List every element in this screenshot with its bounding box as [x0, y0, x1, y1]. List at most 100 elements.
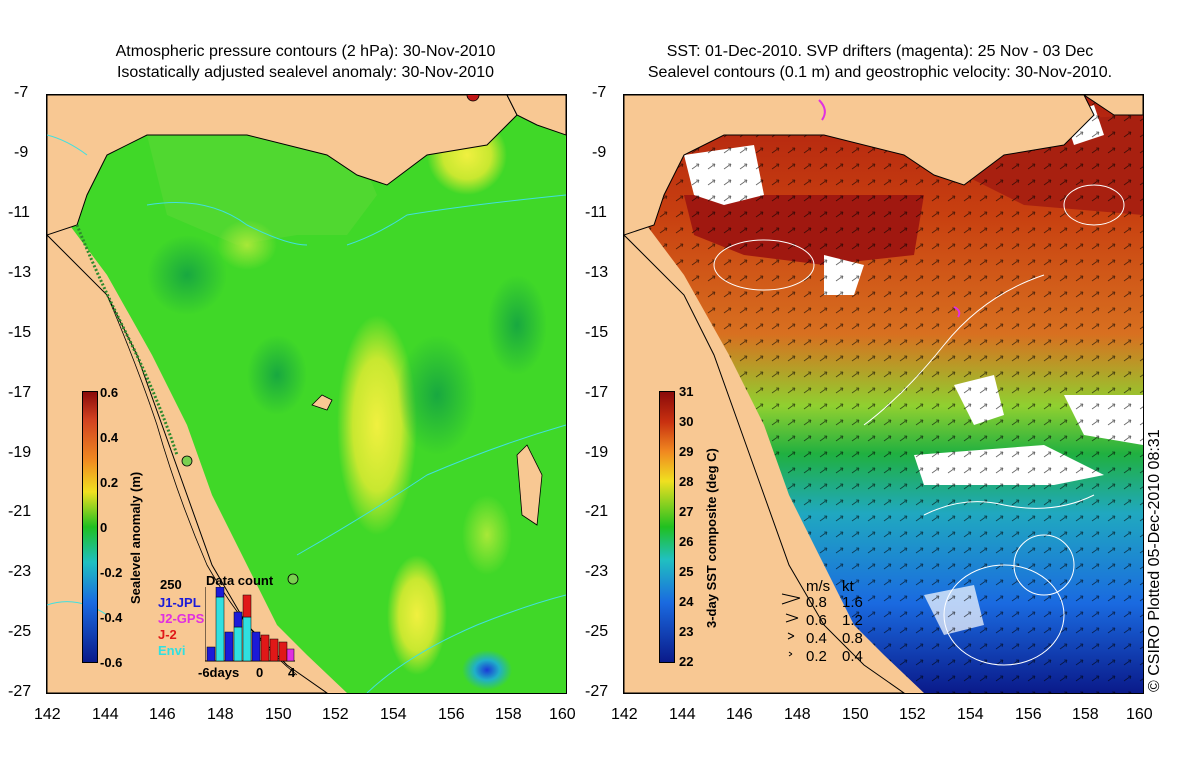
lat-tick: -7 [592, 84, 607, 101]
lon-tick: 156 [1015, 706, 1042, 723]
sst-tick: 26 [679, 534, 694, 549]
lat-tick: -7 [14, 84, 29, 101]
sst-map [623, 94, 1144, 694]
lon-tick: 150 [842, 706, 869, 723]
lat-tick: -13 [8, 264, 32, 281]
lat-tick: -17 [8, 384, 32, 401]
lon-tick: 150 [265, 706, 292, 723]
mission-envi: Envi [158, 643, 186, 658]
lat-tick: -11 [8, 204, 30, 221]
sla-colorbar [82, 391, 98, 663]
data-count-inset: 250 Data count J1-JPL J2-GPS J-2 Envi -6… [150, 573, 300, 685]
sst-colorbar [659, 391, 675, 663]
velocity-ms-value: 0.6 [806, 612, 827, 629]
right-title-line1: SST: 01-Dec-2010. SVP drifters (magenta)… [666, 43, 1094, 60]
right-title-line2: Sealevel contours (0.1 m) and geostrophi… [647, 64, 1113, 81]
sealevel-anomaly-map [46, 94, 567, 694]
lon-tick: 154 [380, 706, 407, 723]
lat-tick: -19 [8, 444, 32, 461]
lat-tick: -15 [585, 324, 609, 341]
data-count-title: Data count [206, 573, 274, 588]
sla-tick: 0 [100, 520, 108, 535]
lat-tick: -17 [585, 384, 609, 401]
lat-tick: -21 [585, 503, 609, 520]
mission-j-2: J-2 [158, 627, 177, 642]
velocity-kt-value: 0.4 [842, 648, 863, 665]
lon-tick: 142 [611, 706, 638, 723]
lat-tick: -25 [585, 623, 609, 640]
lat-tick: -9 [14, 144, 29, 161]
lon-tick: 152 [322, 706, 349, 723]
lat-tick: -27 [8, 683, 32, 700]
sla-tick: -0.4 [100, 610, 123, 625]
csiro-credit: © CSIRO Plotted 05-Dec-2010 08:31 [1146, 429, 1163, 692]
velocity-header-kt: kt [842, 578, 854, 595]
velocity-kt-value: 1.6 [842, 594, 863, 611]
lat-tick: -27 [585, 683, 609, 700]
lon-tick: 148 [784, 706, 811, 723]
sst-colorbar-label: 3-day SST composite (deg C) [704, 448, 719, 628]
velocity-arrows [781, 593, 801, 657]
land-australia [624, 234, 905, 693]
lon-tick: 146 [149, 706, 176, 723]
lat-tick: -15 [8, 324, 32, 341]
sst-tick: 30 [679, 414, 694, 429]
land-australia [47, 234, 328, 693]
left-title-line2: Isostatically adjusted sealevel anomaly:… [116, 64, 495, 81]
lon-tick: 158 [495, 706, 522, 723]
sla-tick: 0.6 [100, 385, 119, 400]
lon-tick: 144 [669, 706, 696, 723]
sst-plot [624, 95, 1143, 693]
lon-tick: 146 [726, 706, 753, 723]
velocity-legend: m/s kt 0.8 1.6 0.6 1.2 0.4 0.8 0.2 0.4 [780, 578, 890, 668]
drifter-track [953, 306, 961, 318]
lon-tick: 152 [899, 706, 926, 723]
data-count-xlabel-end: 4 [288, 665, 296, 680]
sla-tick: -0.6 [100, 655, 123, 670]
sla-colorbar-label: Sealevel anomaly (m) [128, 471, 143, 604]
sst-tick: 31 [679, 384, 694, 399]
drifter-track [818, 99, 826, 121]
velocity-kt-value: 1.2 [842, 612, 863, 629]
lat-tick: -11 [585, 204, 607, 221]
lon-tick: 142 [34, 706, 61, 723]
lat-tick: -21 [8, 503, 32, 520]
sla-tick: 0.2 [100, 475, 119, 490]
lon-tick: 160 [549, 706, 576, 723]
lat-tick: -13 [585, 264, 609, 281]
sst-tick: 22 [679, 654, 694, 669]
lat-tick: -19 [585, 444, 609, 461]
sst-tick: 27 [679, 504, 694, 519]
sla-tick: -0.2 [100, 565, 123, 580]
mission-j1-jpl: J1-JPL [158, 595, 201, 610]
lat-tick: -25 [8, 623, 32, 640]
sst-tick: 25 [679, 564, 694, 579]
lon-tick: 158 [1072, 706, 1099, 723]
data-count-xlabel-zero: 0 [256, 665, 264, 680]
lon-tick: 148 [207, 706, 234, 723]
land-north [47, 95, 518, 236]
lon-tick: 154 [957, 706, 984, 723]
left-title-line1: Atmospheric pressure contours (2 hPa): 3… [115, 43, 496, 60]
sst-tick: 24 [679, 594, 694, 609]
lon-tick: 160 [1126, 706, 1153, 723]
lat-tick: -9 [592, 144, 607, 161]
sst-tick: 29 [679, 444, 694, 459]
velocity-header-ms: m/s [806, 578, 831, 595]
velocity-ms-value: 0.4 [806, 630, 827, 647]
velocity-kt-value: 0.8 [842, 630, 863, 647]
sst-tick: 28 [679, 474, 694, 489]
lon-tick: 144 [92, 706, 119, 723]
sst-tick: 23 [679, 624, 694, 639]
sealevel-anomaly-plot [47, 95, 566, 693]
lat-tick: -23 [8, 563, 32, 580]
land-north [624, 95, 1095, 236]
velocity-ms-value: 0.8 [806, 594, 827, 611]
velocity-ms-value: 0.2 [806, 648, 827, 665]
sla-tick: 0.4 [100, 430, 119, 445]
lon-tick: 156 [438, 706, 465, 723]
mission-j2-gps: J2-GPS [158, 611, 205, 626]
lat-tick: -23 [585, 563, 609, 580]
data-count-xlabel-start: -6days [198, 665, 240, 680]
data-count-max: 250 [160, 577, 182, 592]
